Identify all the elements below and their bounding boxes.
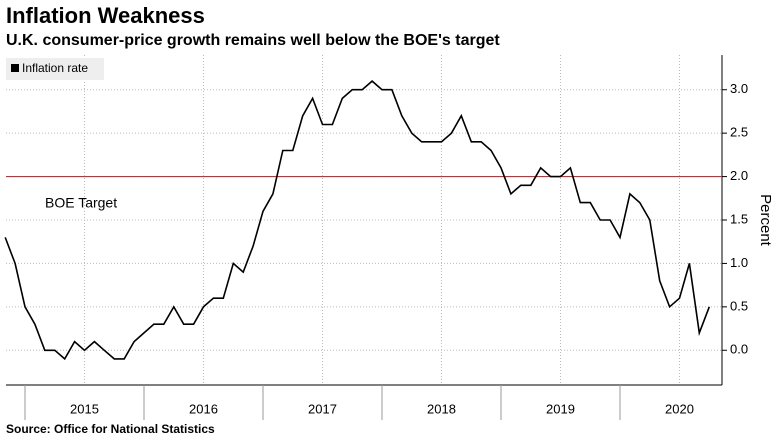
chart-subtitle: U.K. consumer-price growth remains well … [6,32,500,49]
x-tick-label: 2015 [70,401,99,416]
x-tick-label: 2018 [427,401,456,416]
reference-label: BOE Target [45,194,117,210]
x-tick-label: 2017 [308,401,337,416]
y-tick-label: 1.5 [730,211,748,226]
series-line [4,80,711,361]
y-tick-label: 2.0 [730,168,748,183]
legend-box [6,58,104,80]
x-tick-label: 2016 [189,401,218,416]
legend-swatch [11,64,19,72]
y-tick-label: 1.0 [730,255,748,270]
y-tick-label: 2.5 [730,125,748,140]
y-axis-label: Percent [757,194,774,247]
source: Source: Office for National Statistics [6,422,215,436]
y-tick-label: 0.0 [730,342,748,357]
y-tick-label: 0.5 [730,298,748,313]
y-tick-label: 3.0 [730,81,748,96]
x-tick-label: 2020 [665,401,694,416]
legend-label: Inflation rate [22,61,88,75]
x-tick-label: 2019 [546,401,575,416]
chart-title: Inflation Weakness [6,3,205,28]
